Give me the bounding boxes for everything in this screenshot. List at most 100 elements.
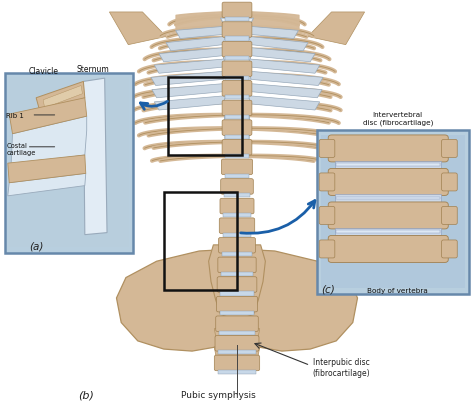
Polygon shape [152,84,226,99]
Polygon shape [175,27,225,39]
Polygon shape [308,13,365,45]
FancyBboxPatch shape [219,238,255,254]
FancyBboxPatch shape [328,202,448,229]
Text: Sternum: Sternum [76,65,109,74]
Bar [9,78,129,247]
Text: Intervertebral
disc (fibrocartilage): Intervertebral disc (fibrocartilage) [363,112,433,126]
Polygon shape [223,25,251,155]
Bar [226,57,248,61]
Bar [335,228,441,236]
Polygon shape [8,174,86,196]
FancyBboxPatch shape [215,336,259,351]
Polygon shape [83,79,107,235]
Polygon shape [36,82,85,116]
FancyBboxPatch shape [222,140,252,155]
FancyBboxPatch shape [222,121,252,136]
FancyBboxPatch shape [219,218,255,234]
Polygon shape [249,72,323,86]
Polygon shape [249,60,319,74]
Bar [335,161,441,169]
Polygon shape [248,84,322,99]
FancyBboxPatch shape [328,236,448,263]
Polygon shape [166,37,225,52]
Text: Rib 1: Rib 1 [6,112,24,119]
Polygon shape [249,27,299,39]
FancyBboxPatch shape [319,140,335,158]
Bar [335,195,441,202]
Bar [224,194,250,198]
FancyBboxPatch shape [218,258,256,273]
FancyBboxPatch shape [319,207,335,225]
Bar [226,116,248,120]
Bar [226,37,248,41]
Polygon shape [217,337,257,349]
Bar [219,331,255,335]
Polygon shape [214,329,260,337]
Bar [221,272,253,276]
Bar [336,164,440,166]
Polygon shape [155,97,226,111]
Bar [219,351,255,355]
Text: Body of vertebra: Body of vertebra [367,288,428,294]
Bar [321,135,465,288]
Polygon shape [209,245,265,321]
Bar [5,74,133,254]
FancyBboxPatch shape [222,42,252,58]
Bar [226,18,248,22]
FancyBboxPatch shape [222,23,252,38]
Polygon shape [249,37,308,52]
FancyBboxPatch shape [328,169,448,196]
Bar [168,78,242,155]
FancyBboxPatch shape [442,240,457,258]
Polygon shape [9,99,87,135]
Polygon shape [155,60,225,74]
Polygon shape [117,249,237,351]
FancyBboxPatch shape [216,316,258,332]
Polygon shape [8,155,86,183]
Text: Interpubic disc
(fibrocartilage): Interpubic disc (fibrocartilage) [313,357,370,378]
FancyBboxPatch shape [222,62,252,77]
Text: Clavicle: Clavicle [28,67,58,76]
FancyBboxPatch shape [222,3,252,19]
Polygon shape [109,13,166,45]
Polygon shape [248,97,319,111]
FancyBboxPatch shape [217,277,257,292]
Polygon shape [11,117,87,166]
Bar [318,131,469,294]
Bar [223,233,251,237]
FancyBboxPatch shape [319,173,335,191]
FancyBboxPatch shape [222,81,252,97]
FancyBboxPatch shape [217,297,257,312]
Bar [336,197,440,200]
Bar [226,76,248,81]
Text: Pubic symphysis: Pubic symphysis [181,390,255,399]
Bar [220,292,254,296]
Polygon shape [220,19,254,25]
Bar [225,174,249,178]
FancyBboxPatch shape [221,179,253,195]
Bar [226,135,248,139]
Text: Costal
cartilage: Costal cartilage [6,143,36,156]
Bar [226,96,248,100]
Polygon shape [159,48,225,63]
Polygon shape [151,72,225,86]
Text: (c): (c) [321,283,335,293]
FancyBboxPatch shape [442,207,457,225]
FancyBboxPatch shape [221,160,253,175]
Polygon shape [43,86,82,109]
Bar [9,78,129,247]
Bar [223,213,251,218]
Polygon shape [214,347,260,355]
FancyBboxPatch shape [220,199,254,214]
FancyBboxPatch shape [319,240,335,258]
Bar [226,155,248,159]
Polygon shape [237,249,357,351]
Bar [336,231,440,233]
Bar [164,192,237,290]
Text: (b): (b) [78,389,94,399]
FancyBboxPatch shape [442,173,457,191]
FancyBboxPatch shape [214,355,260,371]
FancyBboxPatch shape [442,140,457,158]
Bar [218,370,256,374]
FancyBboxPatch shape [222,101,252,117]
